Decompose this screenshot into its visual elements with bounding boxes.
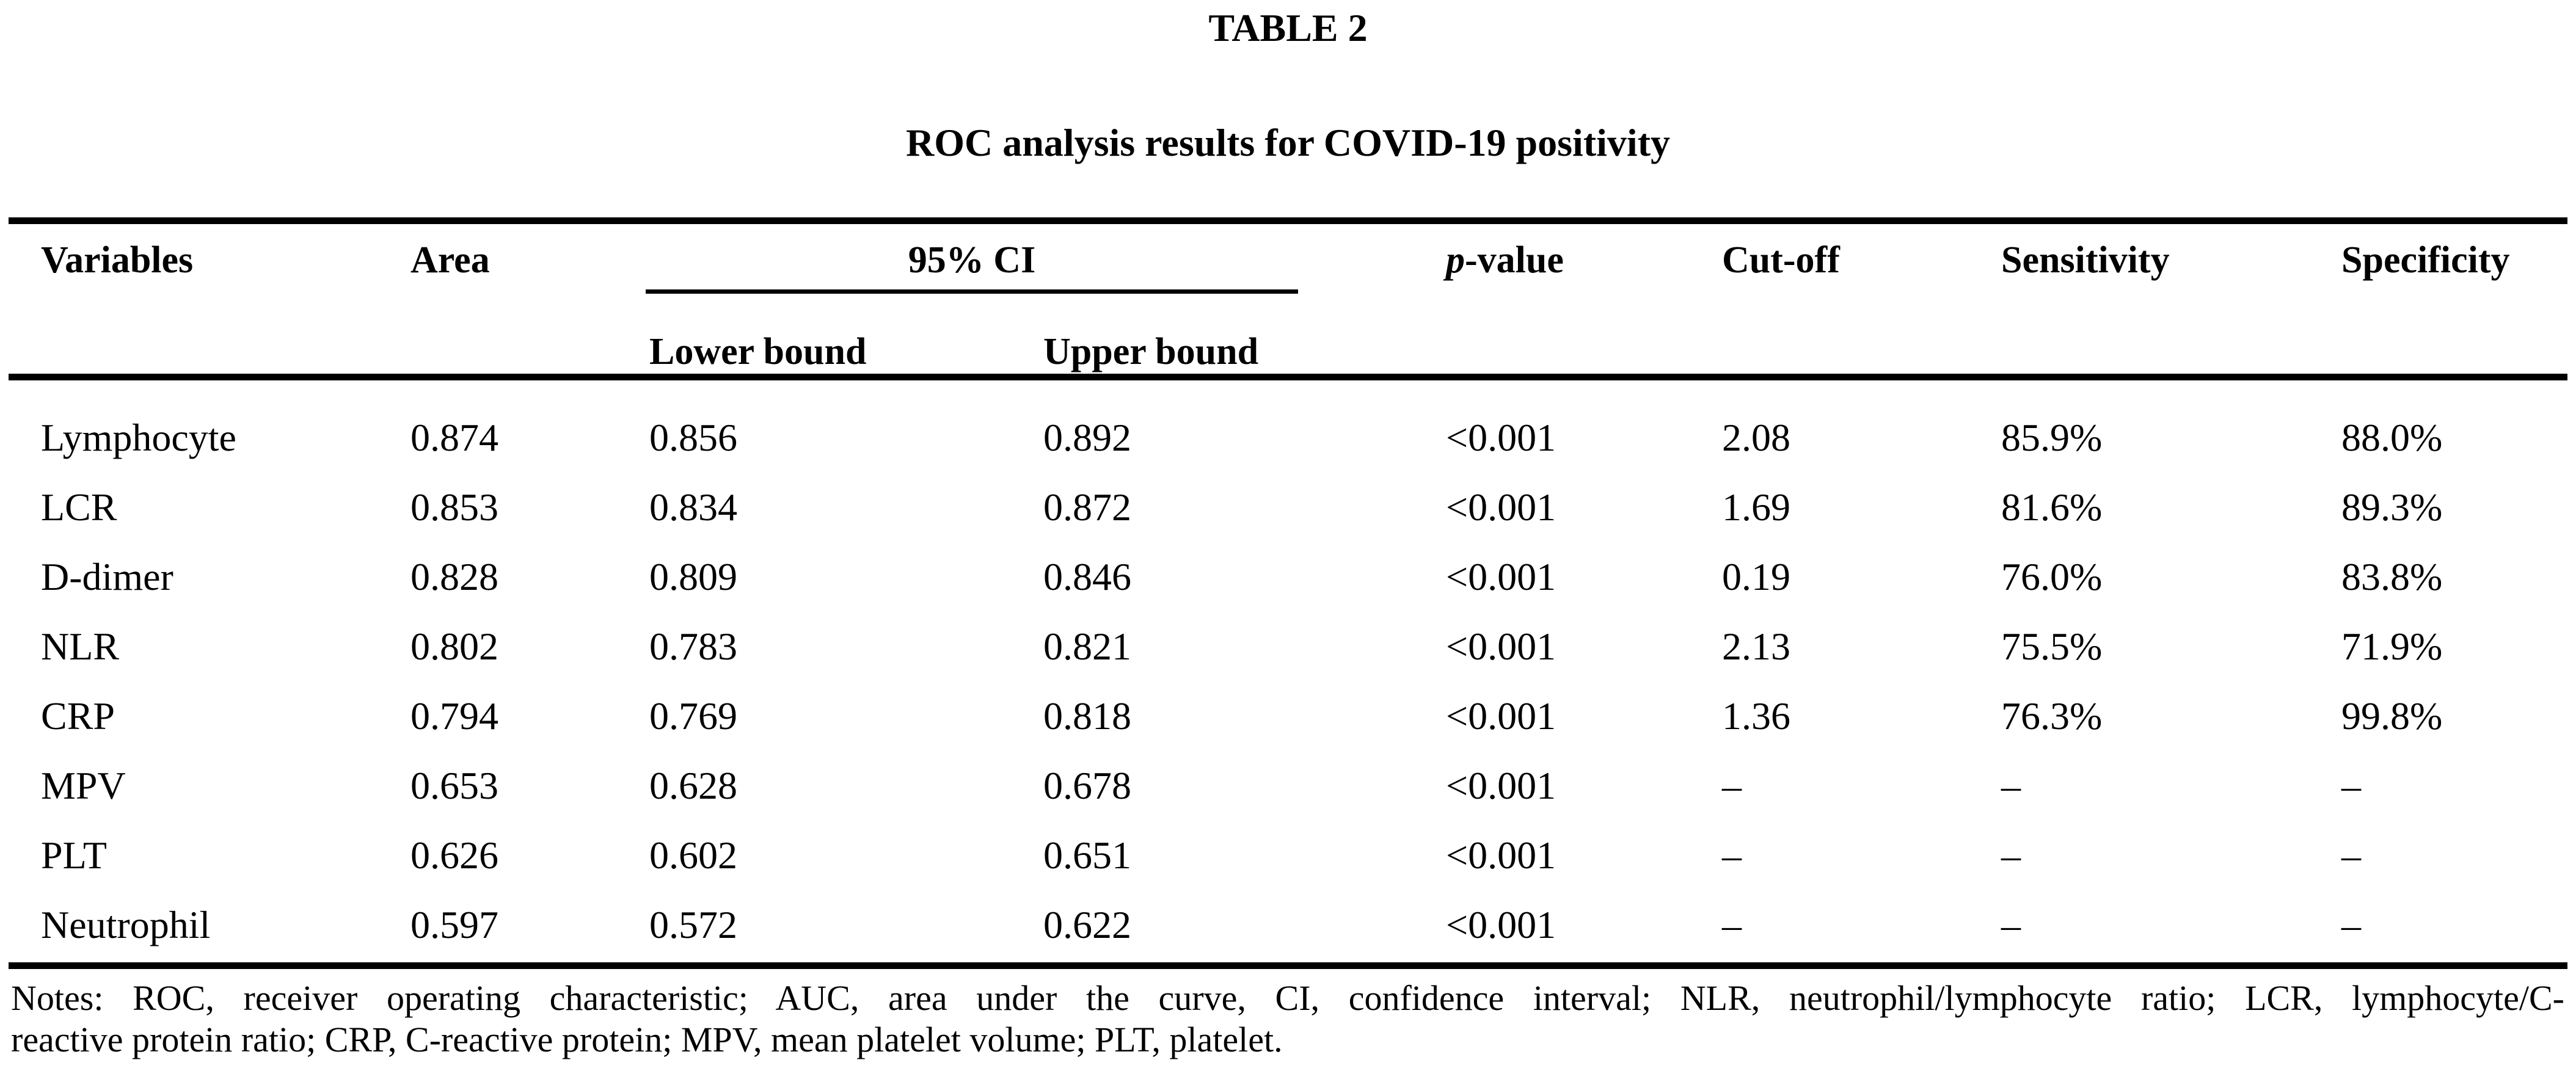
table-row: MPV 0.653 0.628 0.678 <0.001 – – – [0,751,2576,821]
table-row: NLR 0.802 0.783 0.821 <0.001 2.13 75.5% … [0,612,2576,681]
cell-pvalue: <0.001 [1446,625,1556,668]
cell-lower-bound: 0.602 [649,833,737,877]
cell-upper-bound: 0.678 [1043,764,1131,807]
cell-specificity: 83.8% [2341,555,2443,598]
cell-variable: MPV [41,764,126,807]
table-caption: ROC analysis results for COVID-19 positi… [905,121,1671,164]
pvalue-italic-p: p [1446,239,1465,281]
cell-sensitivity: 76.0% [2001,555,2103,598]
col-header-cutoff: Cut-off [1722,239,1840,281]
cell-sensitivity: 76.3% [2001,694,2103,738]
cell-upper-bound: 0.846 [1043,555,1131,598]
col-header-specificity: Specificity [2341,239,2510,281]
table-label: TABLE 2 [1208,6,1368,49]
cell-lower-bound: 0.809 [649,555,737,598]
cell-sensitivity: – [2001,903,2021,946]
ci-spanner-rule [646,289,1298,294]
table-row: PLT 0.626 0.602 0.651 <0.001 – – – [0,821,2576,890]
cell-pvalue: <0.001 [1446,764,1556,807]
cell-upper-bound: 0.821 [1043,625,1131,668]
cell-pvalue: <0.001 [1446,555,1556,598]
table-body: Lymphocyte 0.874 0.856 0.892 <0.001 2.08… [0,381,2576,962]
cell-variable: PLT [41,833,107,877]
cell-specificity: 89.3% [2341,485,2443,529]
cell-cutoff: 2.08 [1722,416,1790,459]
cell-area: 0.626 [410,833,498,877]
cell-sensitivity: – [2001,833,2021,877]
cell-area: 0.802 [410,625,498,668]
cell-variable: D-dimer [41,555,173,598]
cell-sensitivity: 85.9% [2001,416,2103,459]
cell-upper-bound: 0.651 [1043,833,1131,877]
table-notes-line-2: reactive protein ratio; CRP, C-reactive … [11,1020,1283,1059]
cell-variable: NLR [41,625,119,668]
col-header-area: Area [410,239,490,281]
table-row: D-dimer 0.828 0.809 0.846 <0.001 0.19 76… [0,542,2576,612]
cell-pvalue: <0.001 [1446,694,1556,738]
table-top-rule [9,217,2567,224]
col-header-variables: Variables [41,239,194,281]
cell-lower-bound: 0.856 [649,416,737,459]
pvalue-suffix: -value [1465,239,1564,281]
cell-variable: Lymphocyte [41,416,236,459]
cell-specificity: 88.0% [2341,416,2443,459]
cell-variable: LCR [41,485,117,529]
cell-pvalue: <0.001 [1446,903,1556,946]
cell-area: 0.828 [410,555,498,598]
cell-area: 0.794 [410,694,498,738]
cell-area: 0.653 [410,764,498,807]
cell-upper-bound: 0.872 [1043,485,1131,529]
table-row: Lymphocyte 0.874 0.856 0.892 <0.001 2.08… [0,403,2576,473]
header-bottom-rule [9,374,2567,380]
cell-lower-bound: 0.769 [649,694,737,738]
cell-sensitivity: – [2001,764,2021,807]
col-header-95ci: 95% CI [908,239,1036,281]
cell-lower-bound: 0.628 [649,764,737,807]
cell-cutoff: 1.69 [1722,485,1790,529]
cell-specificity: 99.8% [2341,694,2443,738]
table-row: LCR 0.853 0.834 0.872 <0.001 1.69 81.6% … [0,473,2576,542]
cell-upper-bound: 0.622 [1043,903,1131,946]
cell-cutoff: 2.13 [1722,625,1790,668]
cell-pvalue: <0.001 [1446,416,1556,459]
cell-lower-bound: 0.783 [649,625,737,668]
col-header-pvalue: p-value [1446,234,1564,286]
cell-sensitivity: 81.6% [2001,485,2103,529]
cell-area: 0.874 [410,416,498,459]
col-header-upper-bound: Upper bound [1043,331,1259,372]
cell-cutoff: 0.19 [1722,555,1790,598]
cell-area: 0.853 [410,485,498,529]
table-notes-line-1: Notes: ROC, receiver operating character… [11,978,2564,1018]
cell-variable: CRP [41,694,115,738]
cell-sensitivity: 75.5% [2001,625,2103,668]
cell-variable: Neutrophil [41,903,211,946]
cell-cutoff: – [1722,764,1742,807]
cell-cutoff: 1.36 [1722,694,1790,738]
cell-lower-bound: 0.834 [649,485,737,529]
cell-specificity: 71.9% [2341,625,2443,668]
cell-cutoff: – [1722,833,1742,877]
cell-cutoff: – [1722,903,1742,946]
cell-specificity: – [2341,833,2361,877]
cell-upper-bound: 0.818 [1043,694,1131,738]
cell-specificity: – [2341,903,2361,946]
cell-pvalue: <0.001 [1446,833,1556,877]
table-row: Neutrophil 0.597 0.572 0.622 <0.001 – – … [0,890,2576,960]
col-header-lower-bound: Lower bound [649,331,867,372]
cell-specificity: – [2341,764,2361,807]
col-header-sensitivity: Sensitivity [2001,239,2170,281]
cell-upper-bound: 0.892 [1043,416,1131,459]
cell-area: 0.597 [410,903,498,946]
cell-lower-bound: 0.572 [649,903,737,946]
table-row: CRP 0.794 0.769 0.818 <0.001 1.36 76.3% … [0,681,2576,751]
table-bottom-rule [9,962,2567,969]
cell-pvalue: <0.001 [1446,485,1556,529]
